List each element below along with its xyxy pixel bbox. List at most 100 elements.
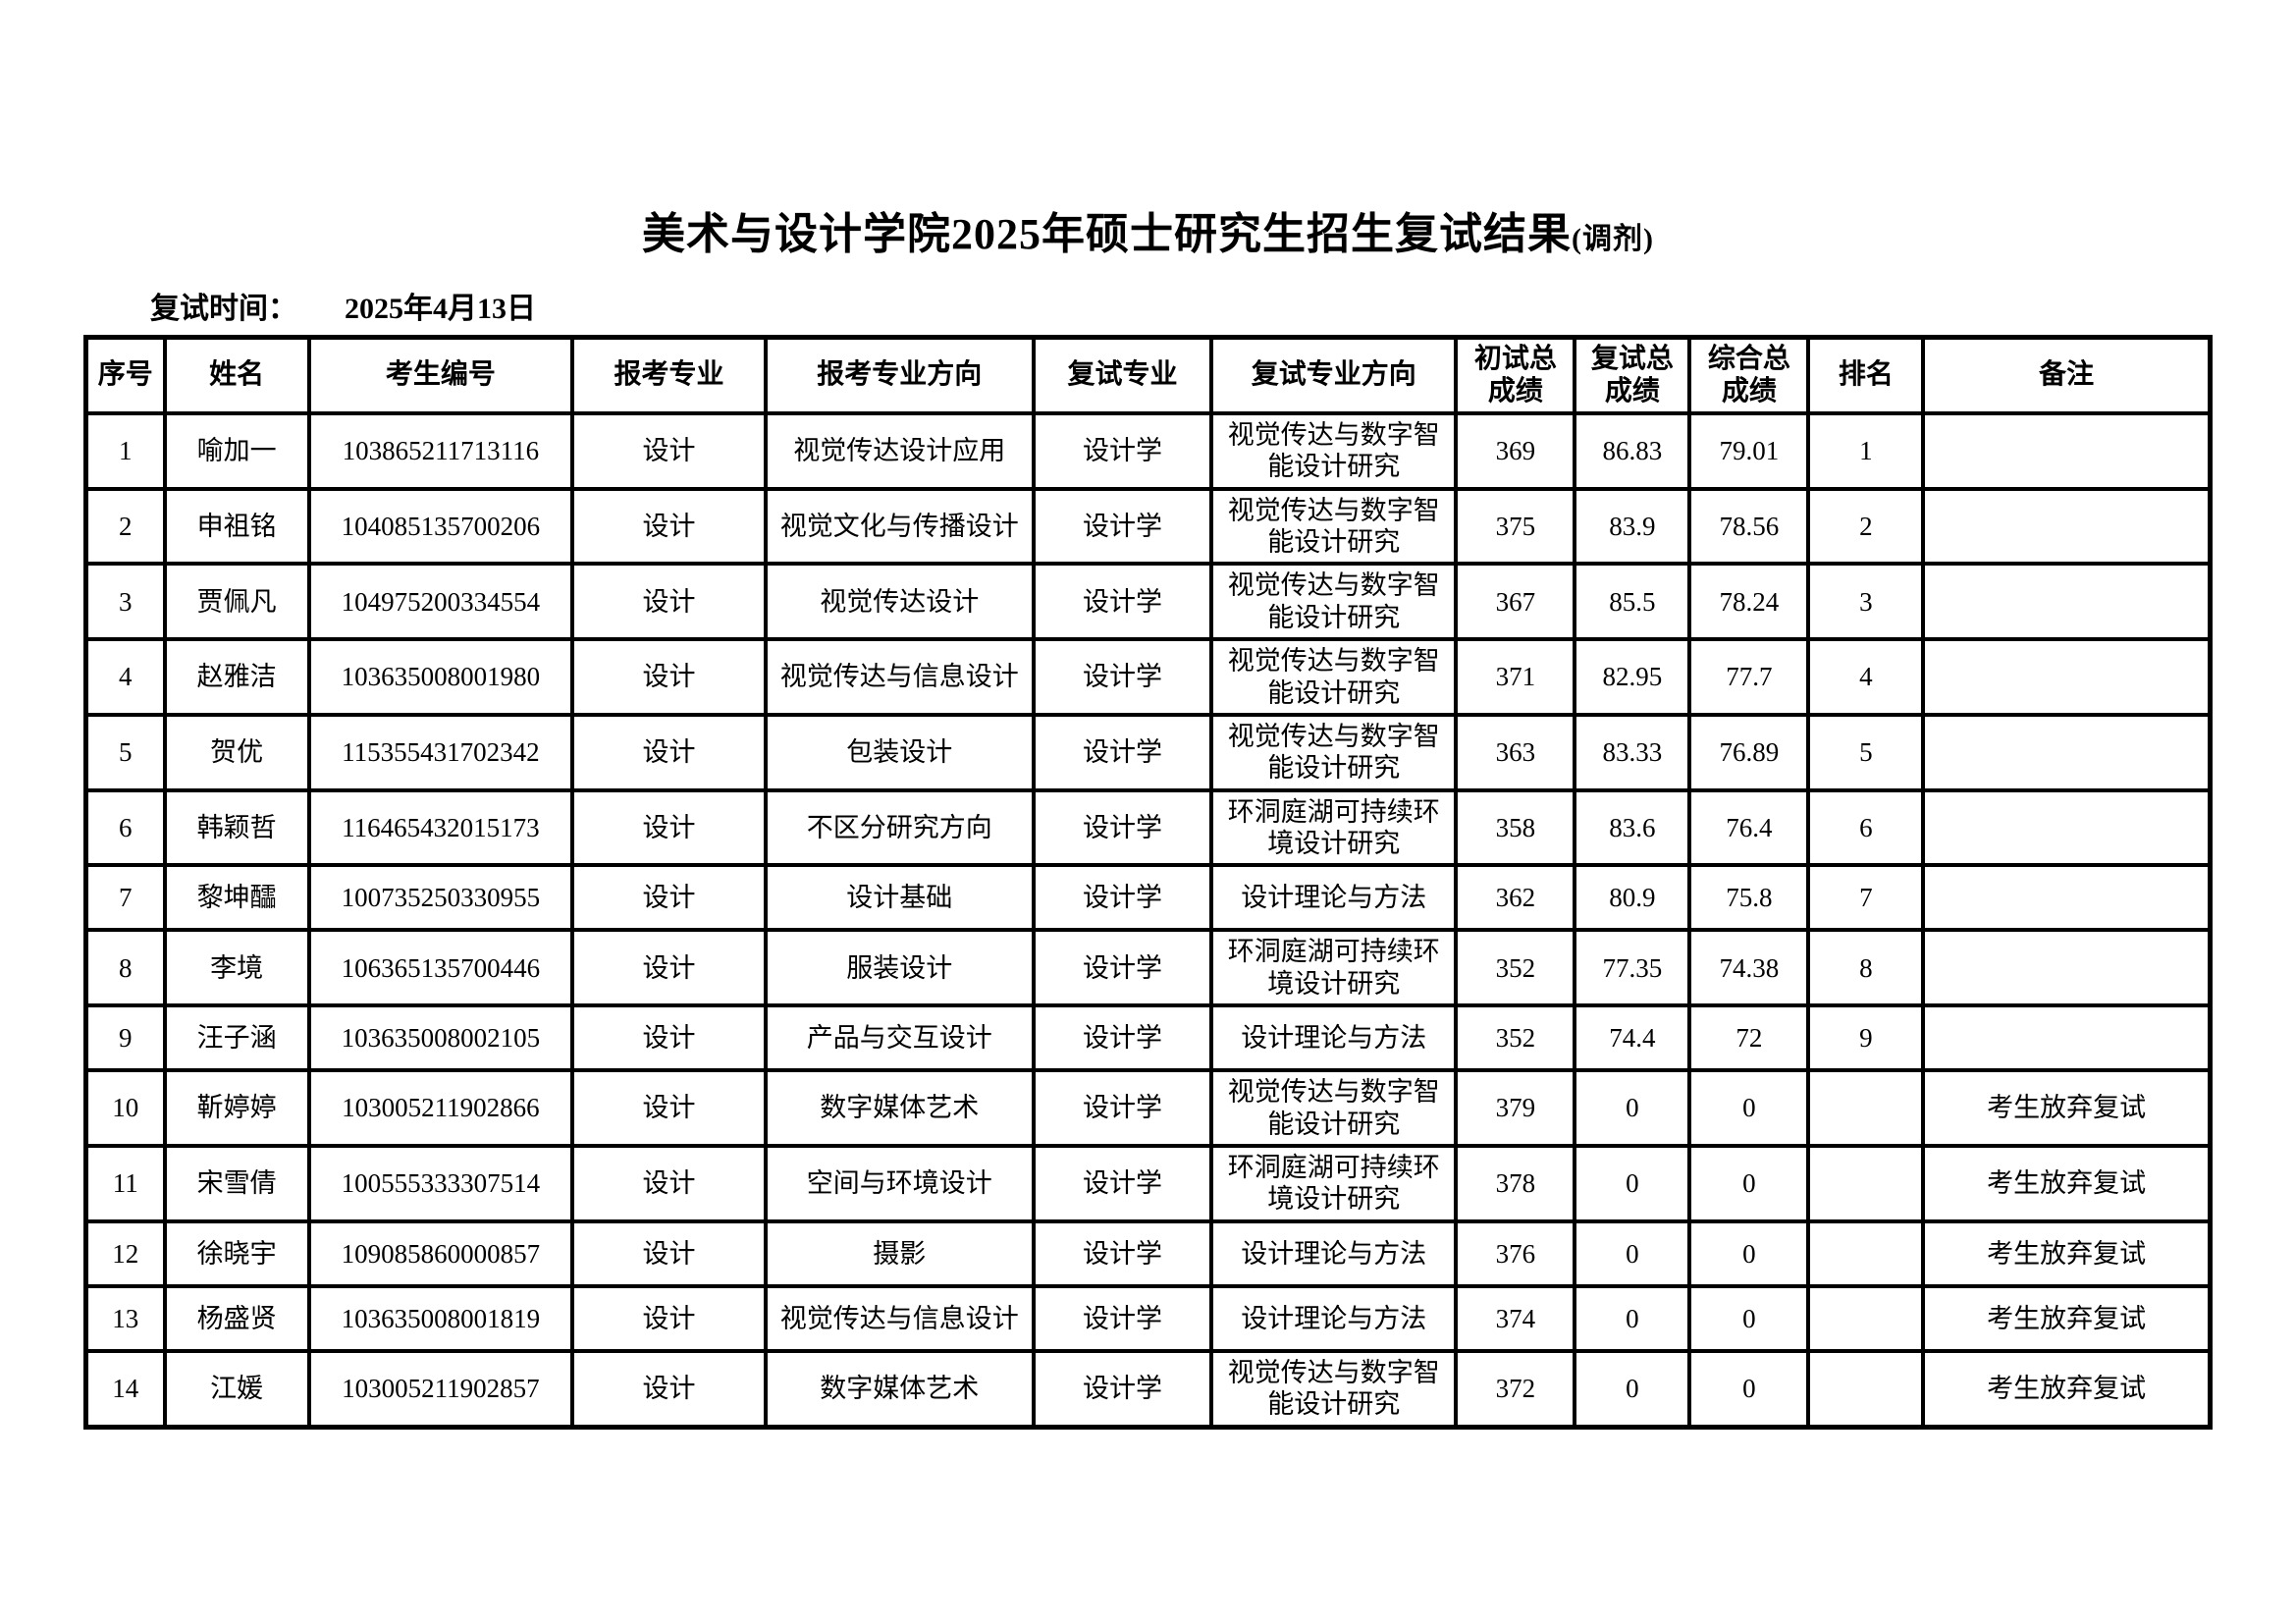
table-cell: 0 [1687,1068,1811,1149]
col-header-initial-score: 初试总成绩 [1454,335,1577,415]
table-cell: 82.95 [1573,637,1692,717]
table-cell: 杨盛贤 [162,1283,311,1353]
table-cell: 喻加一 [162,410,311,491]
table-cell: 85.5 [1573,562,1692,642]
table-cell: 77.7 [1687,637,1811,717]
table-cell: 设计 [570,712,768,792]
table-cell: 0 [1687,1218,1811,1288]
table-cell: 宋雪倩 [162,1144,311,1223]
table-row: 1 喻加一 103865211713116 设计 视觉传达设计应用 设计学 视觉传达与数字智… [83,410,2213,491]
table-cell: 0 [1573,1348,1692,1430]
table-cell [1806,1218,1926,1288]
table-row: 2 申祖铭 104085135700206 设计 视觉文化与传播设计 设计学 视觉传达与数字… [83,486,2213,567]
table-cell: 378 [1454,1144,1577,1223]
table-cell: 汪子涵 [162,1003,311,1073]
table-cell: 设计学 [1031,787,1214,868]
table-cell: 1 [1806,410,1926,491]
table-cell: 视觉文化与传播设计 [763,486,1036,567]
table-cell: 5 [83,712,167,792]
table-cell: 申祖铭 [162,486,311,567]
table-row: 7 黎坤醽 100735250330955 设计 设计基础 设计学 设计理论与方法 362 80… [83,863,2213,933]
table-cell: 7 [83,863,167,933]
table-cell: 考生放弃复试 [1921,1218,2213,1288]
table-cell: 视觉传达与信息设计 [763,1283,1036,1353]
col-header-overall-score: 综合总成绩 [1687,335,1811,415]
table-row: 13 杨盛贤 103635008001819 设计 视觉传达与信息设计 设计学 设计理论与方… [83,1283,2213,1353]
table-cell: 74.38 [1687,928,1811,1008]
table-cell: 考生放弃复试 [1921,1283,2213,1353]
table-cell: 9 [83,1003,167,1073]
table-cell: 379 [1454,1068,1577,1149]
table-cell: 8 [1806,928,1926,1008]
table-cell: 设计 [570,1003,768,1073]
table-cell: 1 [83,410,167,491]
table-cell: 设计 [570,1348,768,1430]
retest-time-value: 2025年4月13日 [345,293,536,326]
table-cell: 设计学 [1031,1348,1214,1430]
table-row: 9 汪子涵 103635008002105 设计 产品与交互设计 设计学 设计理论与方法 35… [83,1003,2213,1073]
table-cell: 5 [1806,712,1926,792]
table-cell: 0 [1687,1348,1811,1430]
table-cell: 江媛 [162,1348,311,1430]
table-cell: 358 [1454,787,1577,868]
page-title-main: 美术与设计学院2025年硕士研究生招生复试结果 [642,210,1572,258]
table-cell: 设计 [570,1068,768,1149]
header-row: 序号 姓名 考生编号 报考专业 报考专业方向 复试专业 复试专业方向 初试总成绩… [83,335,2213,415]
table-cell: 115355431702342 [306,712,575,792]
table-cell: 6 [83,787,167,868]
col-header-applied-dir: 报考专业方向 [763,335,1036,415]
table-cell: 79.01 [1687,410,1811,491]
table-cell: 设计 [570,562,768,642]
table-cell: 0 [1687,1283,1811,1353]
table-cell: 视觉传达设计应用 [763,410,1036,491]
table-cell [1921,637,2213,717]
table-cell: 设计 [570,410,768,491]
table-cell: 不区分研究方向 [763,787,1036,868]
table-cell: 靳婷婷 [162,1068,311,1149]
col-header-name: 姓名 [162,335,311,415]
table-cell [1921,562,2213,642]
table-cell: 韩颖哲 [162,787,311,868]
table-cell: 362 [1454,863,1577,933]
table-row: 3 贾佩凡 104975200334554 设计 视觉传达设计 设计学 视觉传达与数字智能设… [83,562,2213,642]
table-cell: 环洞庭湖可持续环境设计研究 [1209,787,1459,868]
table-cell: 72 [1687,1003,1811,1073]
table-cell: 12 [83,1218,167,1288]
table-cell: 设计学 [1031,562,1214,642]
table-cell: 100555333307514 [306,1144,575,1223]
table-cell: 视觉传达与数字智能设计研究 [1209,562,1459,642]
table-cell: 设计理论与方法 [1209,1283,1459,1353]
table-cell [1806,1068,1926,1149]
table-cell: 4 [83,637,167,717]
table-cell: 376 [1454,1218,1577,1288]
table-cell: 83.33 [1573,712,1692,792]
table-cell: 服装设计 [763,928,1036,1008]
table-cell [1806,1144,1926,1223]
table-cell: 106365135700446 [306,928,575,1008]
table-cell: 11 [83,1144,167,1223]
table-cell: 0 [1573,1144,1692,1223]
col-header-retest-score: 复试总成绩 [1573,335,1692,415]
table-cell: 设计理论与方法 [1209,1218,1459,1288]
table-cell: 375 [1454,486,1577,567]
table-cell: 设计学 [1031,1068,1214,1149]
table-cell: 78.56 [1687,486,1811,567]
table-cell: 352 [1454,1003,1577,1073]
table-cell: 设计学 [1031,410,1214,491]
table-cell: 83.9 [1573,486,1692,567]
table-cell: 103635008001819 [306,1283,575,1353]
col-header-remarks: 备注 [1921,335,2213,415]
table-cell: 设计 [570,863,768,933]
table-cell: 考生放弃复试 [1921,1068,2213,1149]
table-cell: 设计学 [1031,1144,1214,1223]
table-cell: 352 [1454,928,1577,1008]
table-cell: 数字媒体艺术 [763,1068,1036,1149]
table-cell: 103005211902866 [306,1068,575,1149]
table-cell: 贾佩凡 [162,562,311,642]
table-cell: 视觉传达设计 [763,562,1036,642]
page-title-suffix: (调剂) [1572,223,1654,255]
table-cell: 视觉传达与数字智能设计研究 [1209,712,1459,792]
table-row: 10 靳婷婷 103005211902866 设计 数字媒体艺术 设计学 视觉传达与数字智能… [83,1068,2213,1149]
table-cell: 设计学 [1031,1283,1214,1353]
